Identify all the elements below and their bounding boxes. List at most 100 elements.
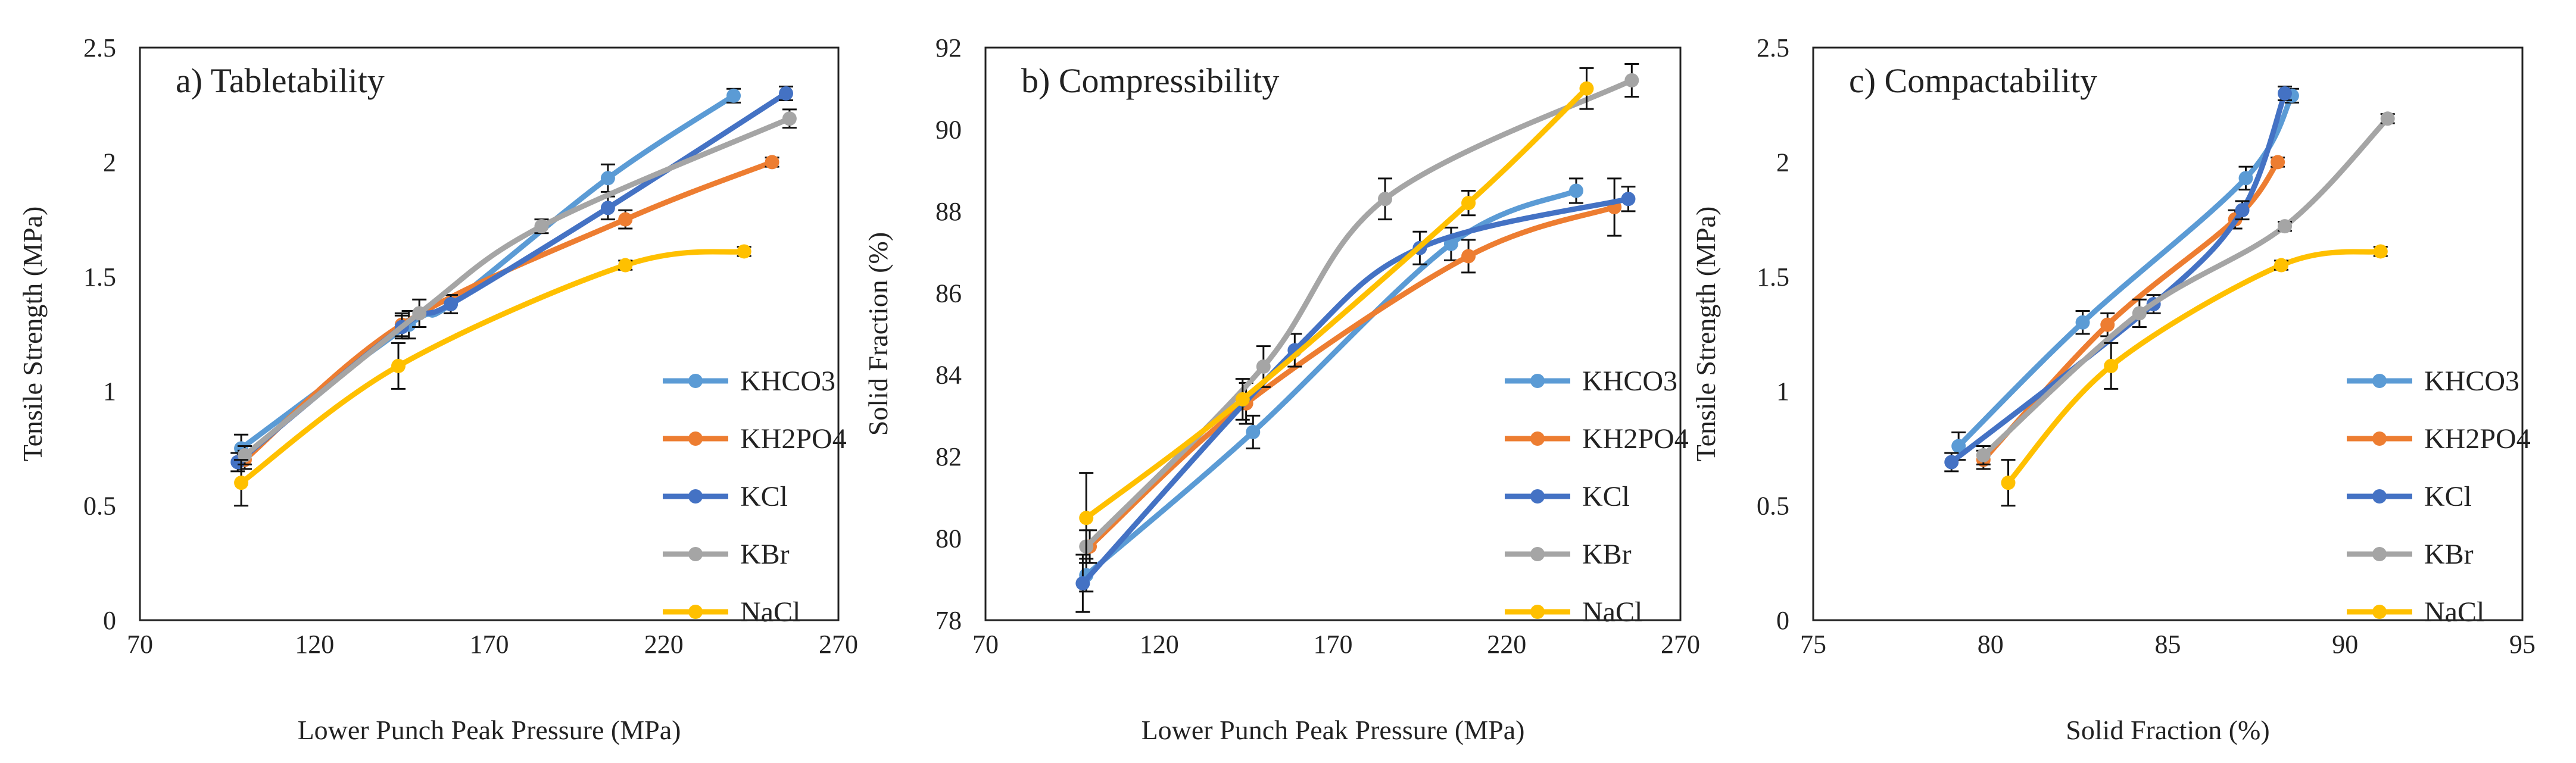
series-line [242, 115, 793, 458]
data-point [1976, 448, 1991, 462]
x-tick-label: 70 [127, 630, 153, 659]
data-point [600, 171, 615, 186]
chart-title: a) Tabletability [176, 61, 385, 100]
data-point [412, 306, 427, 321]
y-tick-label: 0 [1776, 606, 1789, 635]
x-axis-label: Solid Fraction (%) [2066, 715, 2269, 745]
legend-label: KBr [2424, 539, 2474, 570]
data-point [1951, 439, 1966, 454]
series-line [1981, 115, 2391, 458]
x-tick-label: 95 [2509, 630, 2536, 659]
series-line [2006, 248, 2384, 486]
panel-compressibility: 70 120 170 220 270 78 80 82 84 86 88 90 92 Lower Punc… [863, 33, 1700, 745]
data-point [726, 88, 741, 103]
legend-label: KHCO3 [1582, 365, 1677, 397]
series-kbr [1976, 111, 2395, 465]
data-point [443, 296, 458, 311]
series-line [1083, 188, 1579, 578]
data-point [2238, 171, 2253, 186]
y-tick-label: 1.5 [83, 262, 116, 292]
x-tick-label: 85 [2155, 630, 2181, 659]
data-point [1461, 196, 1476, 211]
data-point [2380, 111, 2395, 126]
data-point [779, 86, 794, 101]
legend-label: KCl [2424, 481, 2472, 512]
legend-swatch-marker [1530, 547, 1545, 561]
legend-swatch-marker [688, 547, 703, 561]
data-point [2373, 244, 2388, 259]
data-point [1378, 192, 1393, 207]
series-line [1083, 86, 1589, 521]
series-kbr [1079, 62, 1639, 564]
x-tick-label: 270 [1661, 630, 1700, 659]
series-kcl [1075, 186, 1636, 613]
legend-label: KBr [1582, 539, 1632, 570]
x-tick-label: 120 [1140, 630, 1179, 659]
legend-label: KHCO3 [740, 365, 835, 397]
data-point [534, 219, 549, 234]
series-line [1083, 77, 1635, 549]
panel-compactability: 75 80 85 90 95 0 0.5 1 1.5 2 2.5 Solid Fraction (%)… [1691, 33, 2536, 745]
series-khco3 [1951, 87, 2299, 461]
y-tick-label: 84 [935, 361, 962, 390]
legend-label: KCl [740, 481, 788, 512]
data-point [2132, 306, 2147, 321]
x-tick-label: 70 [972, 630, 999, 659]
legend-swatch-marker [688, 374, 703, 388]
plot-area-border [139, 46, 840, 621]
data-point [737, 244, 751, 259]
series-line [1080, 196, 1631, 586]
legend-label: KH2PO4 [2424, 423, 2531, 455]
legend-label: KHCO3 [2424, 365, 2519, 397]
y-axis-label: Tensile Strength (MPa) [1691, 207, 1721, 462]
data-point [2278, 219, 2293, 234]
x-tick-label: 75 [1800, 630, 1826, 659]
legend-label: KH2PO4 [1582, 423, 1689, 455]
legend-label: KCl [1582, 481, 1630, 512]
y-tick-label: 1 [1776, 377, 1789, 406]
data-point [1461, 249, 1476, 264]
data-point [2104, 358, 2119, 373]
legend: KHCO3 KH2PO4 KCl KBr NaCl [2347, 365, 2531, 628]
series-line [1948, 90, 2288, 465]
data-point [1621, 192, 1636, 207]
series-kcl [230, 85, 794, 473]
legend-swatch-marker [2372, 605, 2387, 619]
y-tick-label: 90 [935, 115, 962, 144]
legend-label: KBr [740, 539, 790, 570]
data-point [2100, 317, 2115, 332]
y-tick-label: 82 [935, 442, 962, 471]
plot-area-border [984, 46, 1682, 621]
data-point [2001, 476, 2016, 490]
data-point [600, 201, 615, 215]
legend-swatch-marker [688, 489, 703, 504]
legend-label: NaCl [2424, 596, 2484, 628]
y-tick-label: 1.5 [1757, 262, 1789, 292]
x-tick-label: 90 [2332, 630, 2358, 659]
data-point [2271, 155, 2285, 170]
series-line [238, 248, 747, 486]
data-point [1079, 511, 1094, 526]
y-tick-label: 2.5 [1757, 33, 1789, 62]
y-tick-label: 88 [935, 197, 962, 226]
legend-swatch-marker [688, 431, 703, 446]
x-tick-label: 170 [470, 630, 509, 659]
data-point [1579, 81, 1594, 96]
x-tick-label: 120 [295, 630, 334, 659]
data-point [618, 212, 633, 227]
data-point [1568, 183, 1583, 198]
data-point [2075, 315, 2090, 330]
legend-label: NaCl [740, 596, 800, 628]
x-axis-label: Lower Punch Peak Pressure (MPa) [298, 715, 681, 745]
x-tick-label: 220 [1487, 630, 1526, 659]
series-kh2po4 [1976, 155, 2285, 470]
y-tick-label: 2 [103, 148, 116, 177]
legend-swatch-marker [2372, 547, 2387, 561]
data-point [2274, 258, 2289, 273]
y-tick-label: 2.5 [83, 33, 116, 62]
series-kcl [1944, 85, 2293, 473]
series-kh2po4 [1083, 177, 1622, 564]
legend: KHCO3 KH2PO4 KCl KBr NaCl [663, 365, 847, 628]
legend-swatch-marker [1530, 605, 1545, 619]
